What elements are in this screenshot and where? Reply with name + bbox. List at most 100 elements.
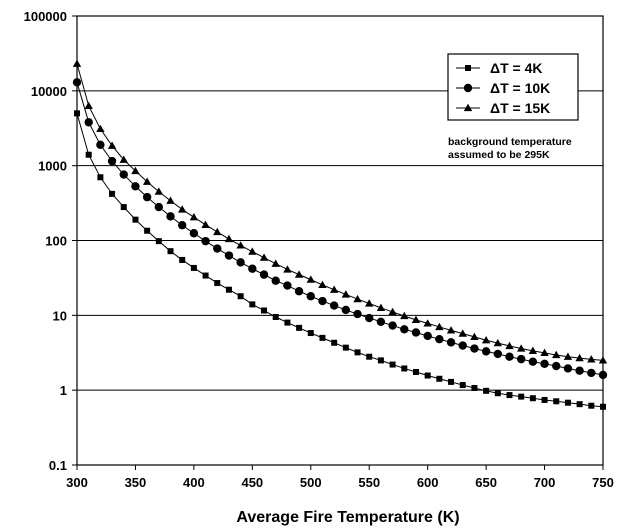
data-point-square bbox=[167, 248, 174, 255]
data-point-triangle bbox=[516, 344, 526, 352]
data-point-triangle bbox=[528, 346, 538, 355]
data-point-circle bbox=[376, 317, 386, 326]
data-point-square bbox=[155, 238, 162, 245]
data-point-square bbox=[401, 365, 408, 372]
data-point-circle bbox=[178, 221, 187, 230]
data-point-circle bbox=[107, 156, 117, 166]
data-point-square bbox=[272, 314, 279, 321]
data-point-triangle bbox=[96, 124, 105, 133]
data-point-circle bbox=[283, 281, 292, 290]
data-point-triangle bbox=[423, 319, 432, 327]
data-point-square bbox=[471, 384, 478, 391]
data-point-square bbox=[331, 339, 338, 346]
data-point-square bbox=[424, 372, 431, 379]
data-point-square bbox=[284, 319, 291, 326]
data-point-circle bbox=[587, 368, 596, 378]
data-point-circle bbox=[400, 325, 409, 334]
data-point-circle bbox=[259, 270, 269, 279]
y-tick-label: 1000 bbox=[38, 159, 67, 174]
legend-marker-circle bbox=[463, 83, 473, 93]
x-tick-label: 450 bbox=[241, 475, 263, 490]
data-point-triangle bbox=[493, 338, 502, 347]
data-point-triangle bbox=[470, 332, 479, 341]
data-point-circle bbox=[318, 296, 327, 306]
data-point-circle bbox=[131, 182, 140, 191]
axes bbox=[72, 15, 604, 470]
legend-marker-triangle bbox=[463, 103, 473, 112]
y-tick-label: 1 bbox=[60, 383, 67, 398]
data-point-square bbox=[518, 393, 525, 400]
x-tick-label: 500 bbox=[300, 475, 322, 490]
legend-marker-square bbox=[465, 65, 471, 71]
x-tick-label: 650 bbox=[475, 475, 497, 490]
data-point-triangle bbox=[505, 341, 514, 350]
data-point-square bbox=[448, 378, 455, 385]
data-point-triangle bbox=[575, 353, 584, 362]
data-point-square bbox=[494, 390, 501, 397]
data-point-circle bbox=[236, 258, 245, 267]
data-point-circle bbox=[224, 251, 234, 260]
data-point-triangle bbox=[142, 177, 152, 185]
data-point-square bbox=[342, 344, 349, 351]
data-point-triangle bbox=[318, 280, 327, 289]
data-point-circle bbox=[540, 359, 549, 369]
data-point-circle bbox=[470, 344, 479, 353]
data-point-square bbox=[296, 324, 303, 331]
data-point-triangle bbox=[329, 285, 339, 293]
data-point-circle bbox=[435, 334, 444, 344]
data-point-square bbox=[214, 280, 221, 287]
data-point-triangle bbox=[248, 247, 257, 255]
data-point-square bbox=[541, 396, 548, 403]
data-point-circle bbox=[84, 118, 93, 127]
data-point-square bbox=[261, 307, 268, 314]
x-axis-title: Average Fire Temperature (K) bbox=[236, 509, 459, 526]
series-line bbox=[76, 63, 604, 361]
data-point-square bbox=[109, 190, 116, 197]
data-point-triangle bbox=[540, 348, 549, 357]
series-line bbox=[76, 82, 604, 376]
data-point-square bbox=[588, 402, 595, 409]
data-point-circle bbox=[575, 366, 584, 375]
data-point-square bbox=[389, 361, 396, 368]
data-point-triangle bbox=[236, 241, 245, 249]
y-tick-label: 10000 bbox=[31, 84, 67, 99]
data-point-square bbox=[249, 301, 256, 308]
legend-label: ΔT = 15K bbox=[490, 100, 550, 116]
data-point-square bbox=[506, 392, 513, 399]
data-point-triangle bbox=[283, 265, 292, 273]
data-point-square bbox=[319, 334, 326, 341]
data-point-square bbox=[307, 330, 314, 337]
x-tick-label: 400 bbox=[183, 475, 205, 490]
data-point-circle bbox=[119, 170, 128, 179]
data-point-circle bbox=[294, 287, 304, 296]
plot-frame bbox=[76, 15, 604, 466]
data-point-square bbox=[576, 401, 583, 408]
data-point-square bbox=[354, 349, 361, 356]
data-point-triangle bbox=[213, 227, 222, 236]
data-point-circle bbox=[563, 364, 573, 373]
data-point-circle bbox=[365, 313, 374, 323]
data-point-triangle bbox=[587, 355, 596, 363]
legend: ΔT = 4K ΔT = 10K ΔT = 15K bbox=[447, 53, 579, 121]
data-point-circle bbox=[189, 229, 199, 238]
data-point-triangle bbox=[178, 205, 187, 213]
gridlines bbox=[77, 90, 603, 391]
data-point-square bbox=[132, 216, 139, 223]
data-point-circle bbox=[329, 301, 339, 310]
data-point-square bbox=[564, 399, 571, 406]
data-point-circle bbox=[306, 292, 315, 301]
data-point-circle bbox=[142, 192, 152, 202]
data-point-circle bbox=[423, 331, 432, 341]
data-point-triangle bbox=[341, 290, 351, 298]
y-tick-label: 100000 bbox=[24, 9, 67, 24]
data-point-square bbox=[144, 227, 151, 234]
x-tick-label: 750 bbox=[592, 475, 614, 490]
data-point-triangle bbox=[552, 350, 561, 359]
data-point-circle bbox=[458, 341, 467, 350]
data-point-square bbox=[202, 272, 209, 279]
data-point-square bbox=[225, 286, 232, 293]
data-point-triangle bbox=[166, 196, 175, 204]
data-point-triangle bbox=[365, 299, 374, 307]
y-tick-label: 0.1 bbox=[49, 458, 67, 473]
